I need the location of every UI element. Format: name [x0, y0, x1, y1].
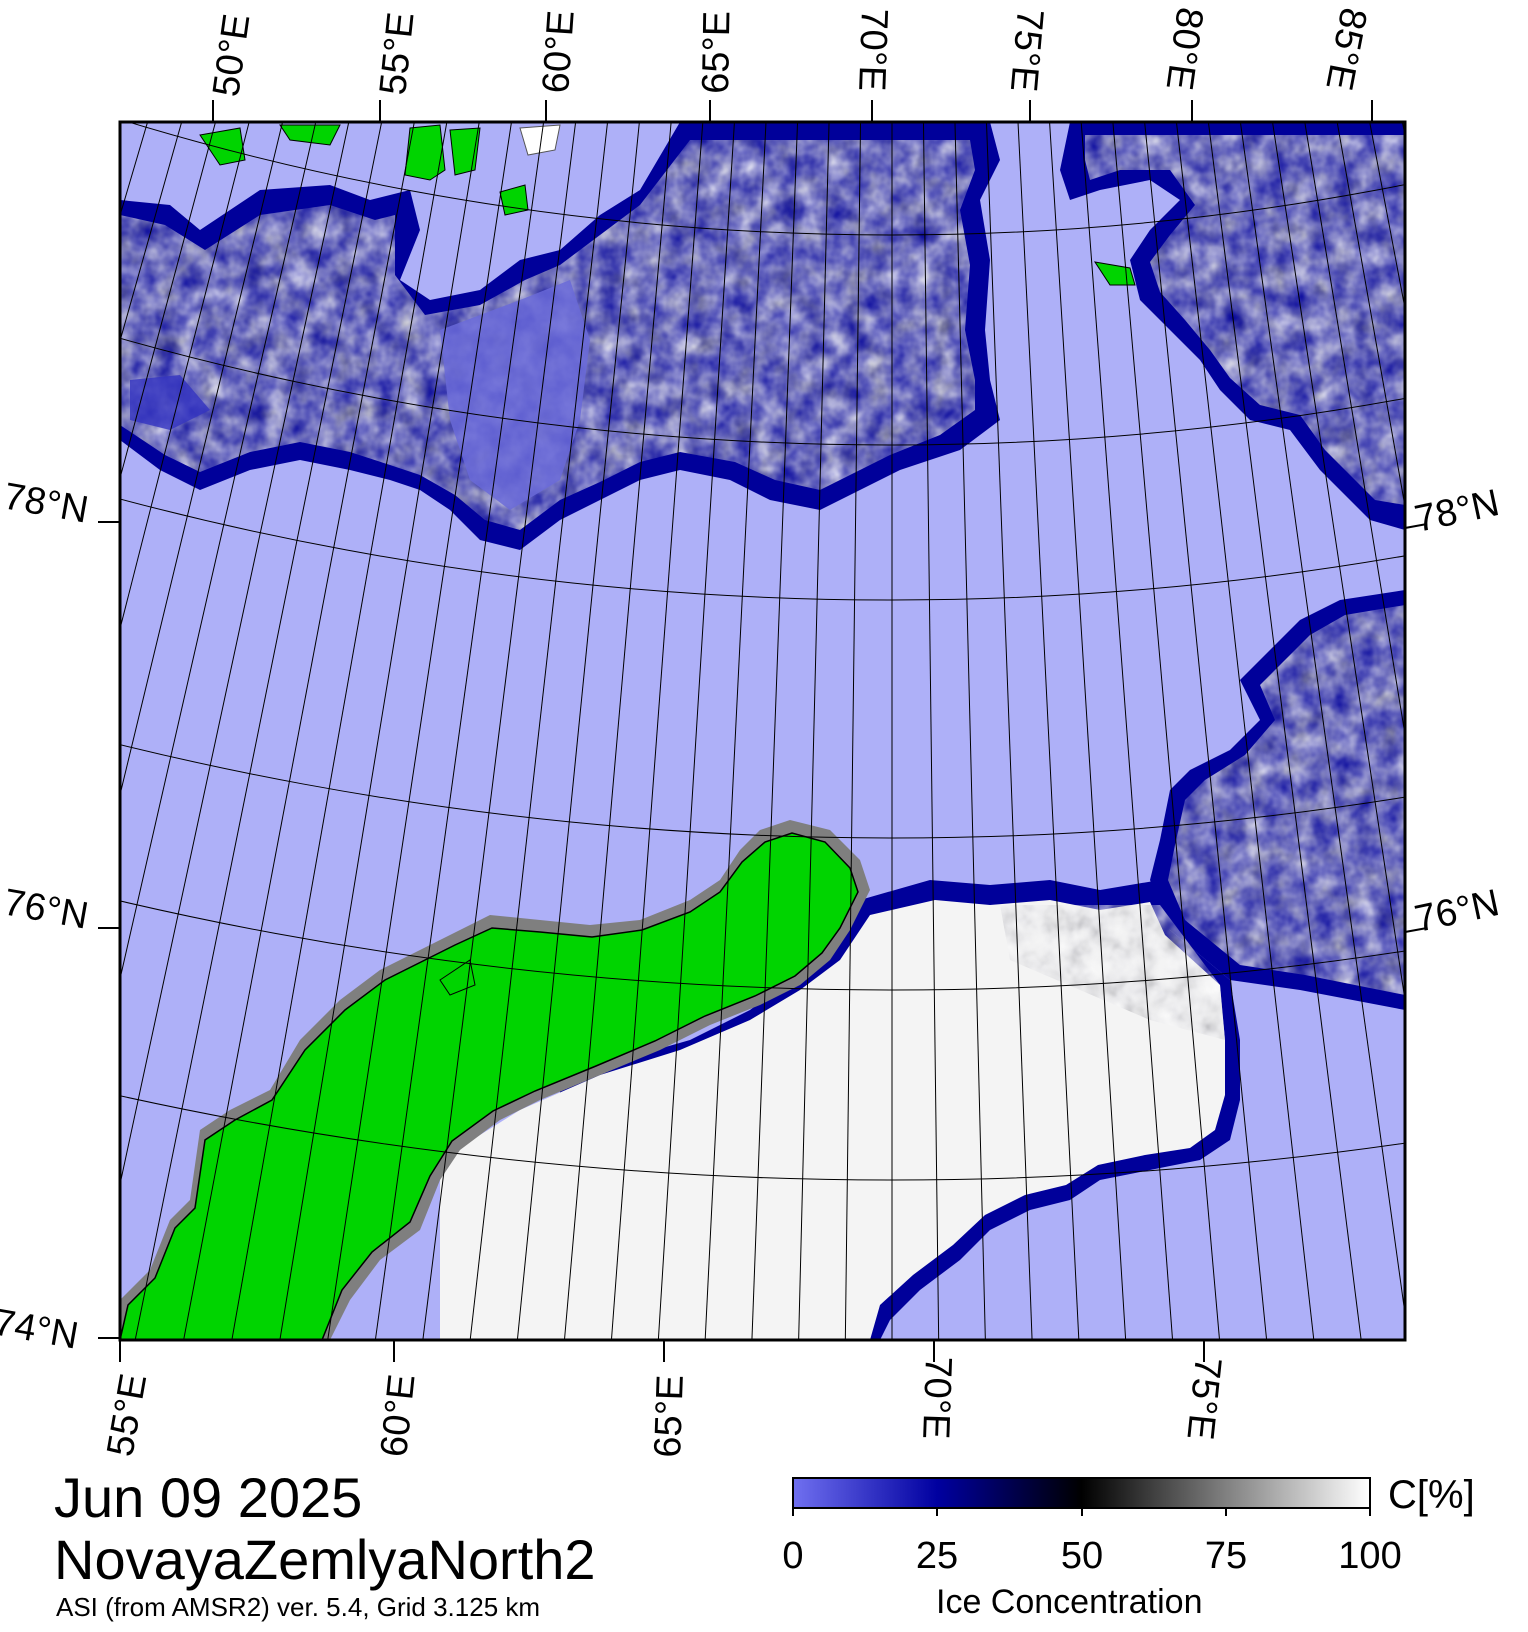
meridian-line: [120, 122, 284, 797]
meridian-line: [120, 122, 317, 982]
top-lon-label: 85°E: [1317, 4, 1374, 93]
meridian-line: [704, 122, 767, 1340]
meridian-line: [1207, 122, 1362, 1340]
meridian-line: [1485, 0, 1528, 1476]
meridian-line: [183, 122, 415, 1340]
kara-sea-ice-field: [440, 880, 1240, 1340]
legend-tick-label: 50: [1061, 1535, 1103, 1577]
right-lat-label: 78°N: [1411, 482, 1503, 541]
left-latitude-labels: 78°N 76°N 74°N: [0, 476, 91, 1358]
top-longitude-labels: 50°E 55°E 60°E 65°E 70°E 75°E 80°E 85°E: [205, 4, 1374, 99]
meridian-line: [844, 122, 862, 1340]
top-lon-label: 70°E: [850, 8, 895, 92]
meridian-line: [1456, 0, 1528, 1488]
bottom-lon-label: 55°E: [100, 1371, 156, 1460]
bottom-lon-label: 70°E: [914, 1356, 959, 1440]
meridian-line: [134, 122, 383, 1340]
top-lon-label: 55°E: [372, 10, 422, 97]
meridian-line: [751, 122, 799, 1340]
top-lon-label: 80°E: [1158, 5, 1211, 93]
meridian-line: [120, 122, 183, 343]
bottom-lon-label: 60°E: [373, 1372, 423, 1459]
meridian-line: [1175, 122, 1315, 1340]
meridian-line: [120, 122, 217, 481]
meridian-line: [374, 122, 545, 1340]
meridian-line: [1272, 122, 1405, 1004]
meridian-line: [327, 122, 512, 1340]
legend-unit: C[%]: [1388, 1473, 1475, 1517]
legend-tick-label: 0: [782, 1535, 803, 1577]
border-tick: [1404, 523, 1428, 529]
meridian-line: [1112, 122, 1221, 1340]
meridian-line: [922, 122, 940, 1340]
eastern-ice-field: [1150, 590, 1405, 1010]
region-name: NovayaZemlyaNorth2: [54, 1528, 596, 1591]
meridian-line: [657, 122, 735, 1340]
legend-tick-label: 75: [1205, 1535, 1247, 1577]
colorbar-legend: 0 25 50 75 100: [782, 1477, 1402, 1577]
meridian-line: [1336, 122, 1405, 510]
product-info: ASI (from AMSR2) ver. 5.4, Grid 3.125 km: [56, 1592, 541, 1622]
bottom-lon-label: 65°E: [647, 1374, 692, 1458]
meridian-line: [1397, 0, 1528, 1510]
legend-tick-label: 25: [916, 1535, 958, 1577]
meridian-line: [1239, 122, 1405, 1318]
meridian-line: [1144, 122, 1268, 1340]
border-ticks: [98, 100, 1428, 1362]
meridian-line: [516, 122, 640, 1340]
meridian-line: [469, 122, 609, 1340]
meridian-line: [120, 122, 350, 1187]
top-lon-label: 65°E: [695, 11, 738, 95]
meridian-line: [0, 0, 127, 1391]
top-lon-label: 75°E: [1002, 7, 1051, 93]
meridian-line: [1017, 122, 1080, 1340]
meridian-line: [1304, 122, 1405, 738]
meridian-line: [120, 122, 149, 218]
meridian-line: [1080, 122, 1174, 1340]
meridian-line: [563, 122, 672, 1340]
left-lat-label: 74°N: [0, 1302, 81, 1358]
bottom-longitude-labels: 55°E 60°E 65°E 70°E 75°E: [100, 1355, 1229, 1460]
border-tick: [1404, 927, 1428, 933]
top-lon-label: 60°E: [535, 9, 583, 95]
meridian-line: [954, 122, 986, 1340]
left-lat-label: 76°N: [0, 882, 91, 938]
meridian-line: [422, 122, 577, 1340]
meridian-line: [1369, 122, 1405, 312]
meridian-line: [1514, 0, 1528, 1463]
left-lat-label: 78°N: [0, 476, 91, 532]
colorbar: [792, 1477, 1371, 1509]
right-lat-label: 76°N: [1411, 882, 1503, 941]
right-latitude-labels: 78°N 76°N: [1411, 482, 1503, 941]
meridian-line: [1427, 0, 1528, 1500]
franz-josef-land: [199, 124, 1136, 286]
meridian-line: [279, 122, 480, 1340]
legend-tick-label: 100: [1338, 1535, 1401, 1577]
meridian-line: [798, 122, 830, 1340]
bottom-lon-label: 75°E: [1178, 1355, 1228, 1442]
meridian-line: [610, 122, 704, 1340]
legend-title: Ice Concentration: [936, 1583, 1203, 1621]
map-date: Jun 09 2025: [54, 1466, 363, 1529]
meridian-line: [1049, 122, 1127, 1340]
meridian-line: [231, 122, 448, 1340]
meridian-line: [985, 122, 1033, 1340]
top-lon-label: 50°E: [205, 11, 258, 99]
map-frame: [118, 120, 1407, 1342]
meridian-line: [120, 122, 250, 631]
